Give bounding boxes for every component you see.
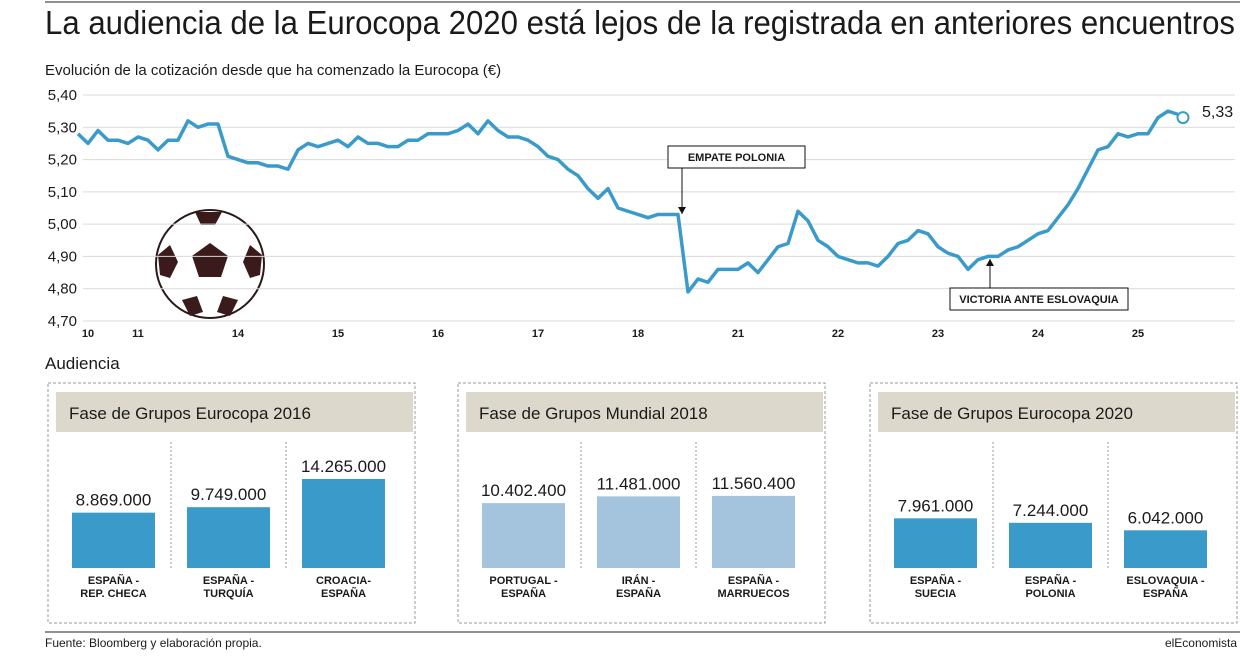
category-label: ESPAÑA <box>616 587 661 600</box>
x-tick-label: 18 <box>632 328 644 340</box>
panel-frame <box>47 382 416 624</box>
category-label: PORTUGAL - <box>489 575 558 587</box>
bar <box>597 496 680 568</box>
value-label: 7.244.000 <box>1013 501 1089 520</box>
x-tick-label: 10 <box>82 328 94 340</box>
x-tick-label: 17 <box>532 328 544 340</box>
y-tick-label: 4,80 <box>48 281 77 298</box>
bar <box>72 512 155 568</box>
x-tick-label: 24 <box>1032 328 1045 340</box>
category-label: ESPAÑA <box>501 587 546 600</box>
bar <box>894 518 977 568</box>
brand: elEconomista <box>1165 636 1237 650</box>
arrow-head <box>678 207 686 214</box>
category-label: ESLOVAQUIA - <box>1126 575 1205 587</box>
category-label: ESPAÑA <box>1143 587 1188 600</box>
bar <box>1124 530 1207 568</box>
category-label: ESPAÑA - <box>203 574 255 587</box>
y-tick-label: 4,90 <box>48 248 77 265</box>
y-tick-label: 5,00 <box>48 216 77 233</box>
category-label: ESPAÑA - <box>88 574 140 587</box>
category-label: MARRUECOS <box>717 588 789 600</box>
source: Fuente: Bloomberg y elaboración propia. <box>45 636 262 650</box>
panel-title: Fase de Grupos Eurocopa 2020 <box>891 404 1133 423</box>
annotation-text: VICTORIA ANTE ESLOVAQUIA <box>959 294 1119 306</box>
category-label: IRÁN - <box>622 574 656 587</box>
arrow-head <box>986 259 994 266</box>
y-tick-label: 5,20 <box>48 152 77 169</box>
bar <box>1009 522 1092 568</box>
category-label: ESPAÑA - <box>728 574 780 587</box>
end-point <box>1176 111 1190 125</box>
category-label: ESPAÑA - <box>910 574 962 587</box>
bar <box>187 507 270 568</box>
bar <box>712 495 795 568</box>
price-line <box>76 109 1179 294</box>
category-label: TURQUÍA <box>203 587 253 600</box>
y-tick-label: 5,40 <box>48 87 77 104</box>
y-tick-label: 5,30 <box>48 119 77 136</box>
x-tick-label: 23 <box>932 328 944 340</box>
value-label: 8.869.000 <box>76 491 152 510</box>
category-label: REP. CHECA <box>80 588 146 600</box>
category-label: CROACIA- <box>316 575 371 587</box>
x-tick-label: 15 <box>332 328 344 340</box>
panel-frame <box>869 382 1238 624</box>
value-label: 6.042.000 <box>1128 508 1204 527</box>
annotation-text: EMPATE POLONIA <box>688 152 785 164</box>
panel-frame <box>457 382 826 624</box>
panel-header <box>878 392 1235 432</box>
category-label: ESPAÑA - <box>1025 574 1077 587</box>
x-tick-label: 14 <box>232 328 245 340</box>
x-tick-label: 11 <box>132 328 144 340</box>
bar-panel: Fase de Grupos Eurocopa 2020 7.961.000 ESP… <box>869 382 1238 624</box>
value-label: 7.961.000 <box>898 496 974 515</box>
annotation-box <box>949 287 1129 311</box>
value-label: 11.481.000 <box>597 474 681 493</box>
x-tick-label: 16 <box>432 328 444 340</box>
category-label: POLONIA <box>1025 588 1075 600</box>
panel-title: Fase de Grupos Eurocopa 2016 <box>69 404 311 423</box>
annotation-box <box>667 145 806 169</box>
end-label: 5,33 <box>1202 104 1233 121</box>
subtitle: Evolución de la cotización desde que ha … <box>45 62 501 79</box>
title: La audiencia de la Eurocopa 2020 está le… <box>45 4 1235 41</box>
category-label: ESPAÑA <box>321 587 366 600</box>
soccer-ball <box>155 209 265 319</box>
x-tick-label: 21 <box>732 328 744 340</box>
panel-header <box>466 392 823 432</box>
y-tick-label: 5,10 <box>48 184 77 201</box>
y-tick-label: 4,70 <box>48 313 77 330</box>
x-tick-label: 25 <box>1132 328 1144 340</box>
category-label: SUECIA <box>915 588 957 600</box>
panel-header <box>56 392 413 432</box>
value-label: 10.402.400 <box>481 481 566 500</box>
bar <box>482 503 565 568</box>
x-tick-label: 22 <box>832 328 844 340</box>
bar-panel: Fase de Grupos Eurocopa 2016 8.869.000 ESP… <box>47 382 416 624</box>
panel-title: Fase de Grupos Mundial 2018 <box>479 404 708 423</box>
bar <box>302 479 385 568</box>
value-label: 11.560.400 <box>712 474 796 493</box>
value-label: 9.749.000 <box>191 485 267 504</box>
value-label: 14.265.000 <box>301 457 386 476</box>
section-label: Audiencia <box>45 354 120 373</box>
bar-panel: Fase de Grupos Mundial 2018 10.402.400 POR… <box>457 382 826 624</box>
